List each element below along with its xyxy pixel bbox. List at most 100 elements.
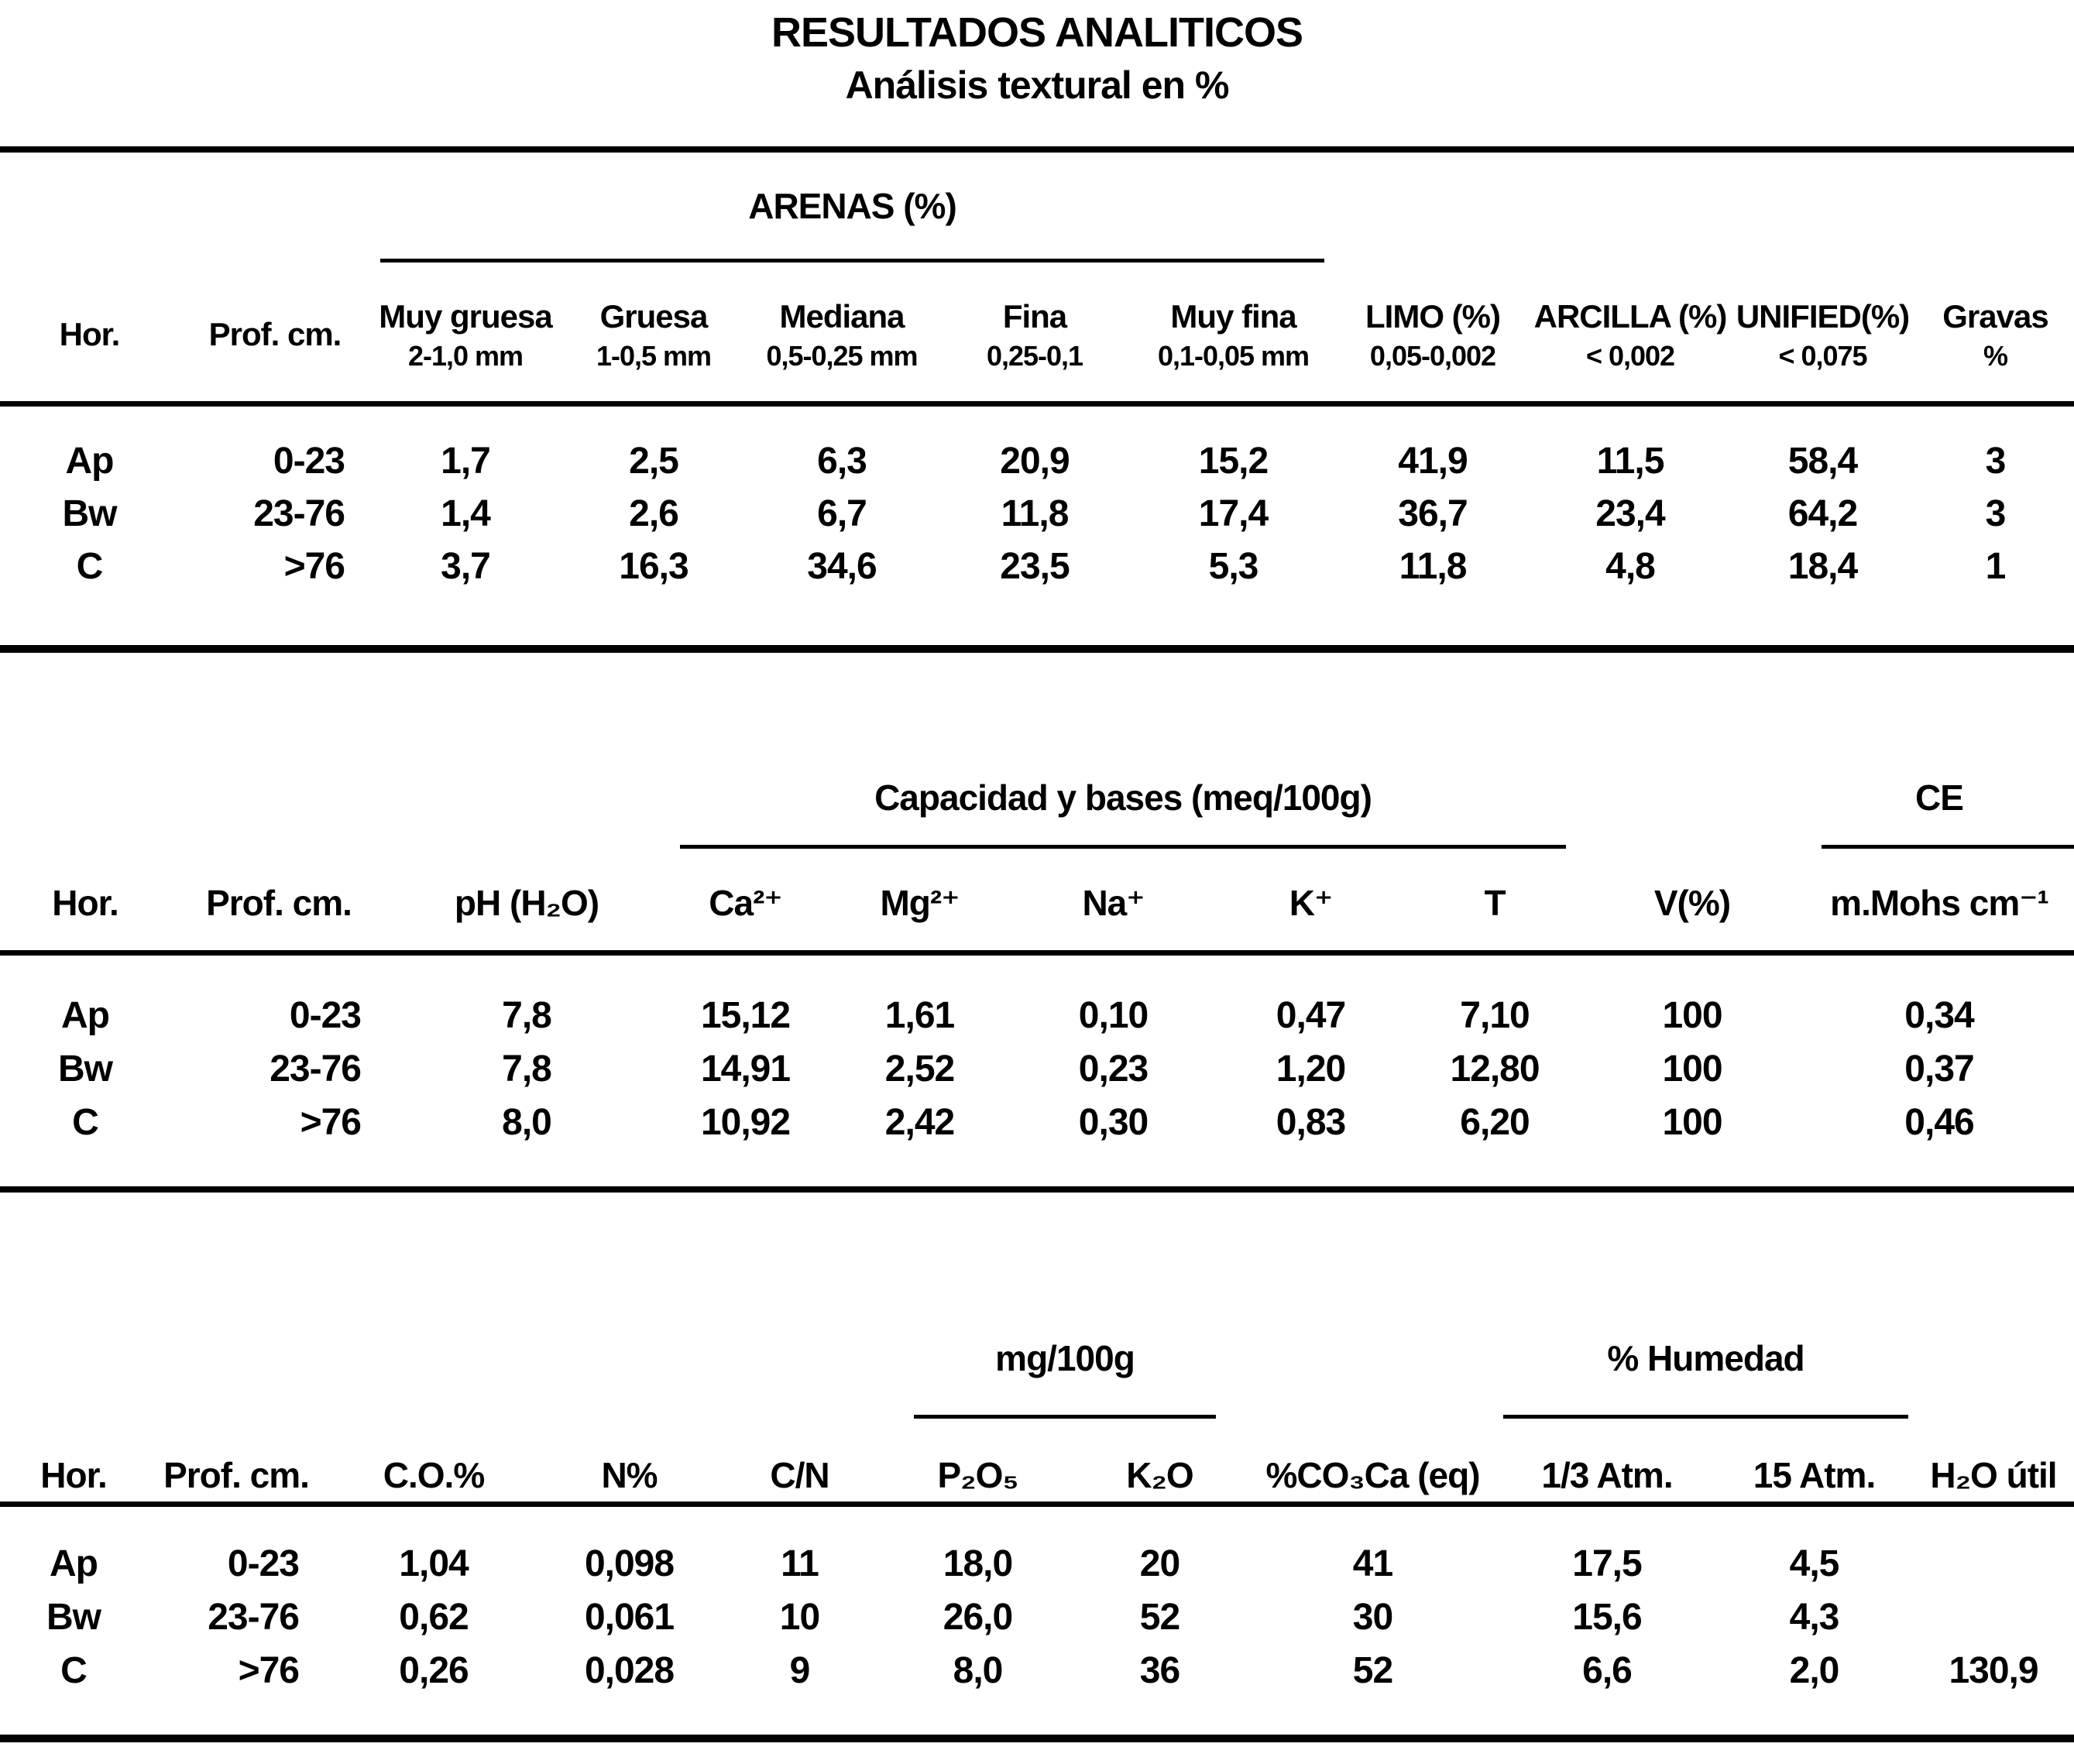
table-cell: 52 [1139,1597,1180,1638]
column-header: C.O.% [383,1455,485,1495]
table-cell: Bw [58,1048,113,1090]
column-header: Hor. [40,1455,107,1495]
table-cell: 0,30 [1078,1102,1149,1143]
table-cell: 0,23 [1078,1048,1149,1090]
column-header: LIMO (%) 0,05-0,002 [1334,295,1532,374]
table-cell: 20 [1139,1543,1180,1584]
table-cell: 3 [1985,441,2007,482]
table-cell: 0,34 [1904,995,1974,1036]
column-header-label: Fina [1002,298,1067,335]
table-cell: Ap [61,995,110,1036]
table-cell: 130,9 [1949,1650,2038,1691]
column-header: K₂O [1126,1455,1193,1495]
column-header-sublabel: 2-1,0 mm [407,340,524,372]
table-row: Bw 23-76 1,4 2,6 6,7 11,8 17,4 36,7 23,4… [0,488,2074,541]
capacidad-group-label: Capacidad y bases (meq/100g) [874,777,1372,818]
column-header: 15 Atm. [1753,1455,1876,1495]
table-cell: 0,26 [399,1650,469,1691]
table-cell: 1,61 [884,995,955,1036]
column-header-sublabel: 0,5-0,25 mm [766,340,918,372]
horizontal-rule [0,1501,2074,1507]
table-cell: 7,10 [1460,995,1530,1036]
bases-table-group-header: Capacidad y bases (meq/100g) CE [0,774,2074,849]
table-cell: 20,9 [1000,441,1070,482]
arenas-group-underline [380,259,1324,263]
horizontal-rule [0,950,2074,956]
table-cell: C [60,1650,88,1691]
table-cell: 6,3 [817,441,867,482]
table-cell: C [76,546,104,587]
horizontal-rule [0,1735,2074,1742]
texture-table-body: Ap 0-23 1,7 2,5 6,3 20,9 15,2 41,9 11,5 … [0,435,2074,593]
column-header: UNIFIED(%) < 0,075 [1729,295,1917,374]
chemistry-table-group-header: mg/100g % Humedad [0,1335,2074,1419]
column-header: C/N [770,1455,829,1495]
table-cell: 0,83 [1276,1102,1346,1143]
table-cell: Bw [62,493,118,534]
column-header: %CO₃Ca (eq) [1265,1455,1480,1495]
table-cell: 2,0 [1789,1650,1840,1691]
table-row: Bw 23-76 0,62 0,061 10 26,0 52 30 15,6 4… [0,1591,2074,1644]
ce-group-label: CE [1915,777,1964,818]
column-header: Mg²⁺ [880,883,960,923]
table-cell: 11,8 [1399,546,1468,587]
table-row: Bw 23-76 7,8 14,91 2,52 0,23 1,20 12,80 … [0,1042,2074,1096]
column-header: 1/3 Atm. [1541,1455,1673,1495]
column-header: Muy fina 0,1-0,05 mm [1133,295,1334,374]
table-cell: 3,7 [441,546,491,587]
column-header-label: Muy gruesa [379,298,552,335]
table-cell: 11,8 [1001,493,1070,534]
table-cell: 14,91 [700,1048,791,1090]
table-cell: 58,4 [1787,441,1858,482]
mg100g-group: mg/100g [883,1335,1247,1419]
column-header: Prof. cm. [163,1455,310,1495]
column-header: pH (H₂O) [454,883,599,923]
column-header-label: Hor. [59,316,121,352]
humedad-group: % Humedad [1499,1335,1913,1419]
table-cell: 36 [1139,1650,1180,1691]
table-cell: 4,8 [1605,546,1656,587]
chemistry-table-header-row: Hor. Prof. cm. C.O.% N% C/N P₂O₅ K₂O %CO… [0,1452,2074,1498]
table-cell: 2,6 [629,493,679,534]
horizontal-rule [0,1186,2074,1193]
column-header-sublabel: < 0,002 [1585,340,1675,372]
table-cell: 0,62 [399,1597,469,1638]
table-cell: 2,42 [884,1102,955,1143]
column-header: Prof. cm. [206,883,352,923]
chemistry-table-body: Ap 0-23 1,04 0,098 11 18,0 20 41 17,5 4,… [0,1537,2074,1697]
table-cell: C [72,1102,99,1143]
table-cell: 52 [1352,1650,1393,1691]
table-cell: 0,028 [584,1650,675,1691]
texture-table-header-row: Hor. Prof. cm. Muy gruesa 2-1,0 mm Gruesa… [0,295,2074,374]
column-header: Muy gruesa 2-1,0 mm [371,295,560,374]
table-cell: 100 [1662,995,1722,1036]
column-header: Fina 0,25-0,1 [936,295,1133,374]
table-cell: 0,098 [584,1543,675,1584]
column-header-sublabel: < 0,075 [1778,340,1867,372]
table-cell: Bw [46,1597,101,1638]
table-cell: 4,5 [1789,1543,1840,1584]
capacidad-group: Capacidad y bases (meq/100g) [666,774,1580,849]
table-cell: 7,8 [502,995,552,1036]
table-cell: 36,7 [1398,493,1468,534]
ce-group: CE [1804,774,2074,849]
table-cell: 10 [779,1597,820,1638]
table-cell: >76 [300,1102,362,1143]
table-cell: 100 [1662,1102,1722,1143]
humedad-group-label: % Humedad [1607,1338,1804,1378]
table-cell: 23,5 [1000,546,1070,587]
column-header: T [1484,883,1506,923]
column-header-sublabel: 0,05-0,002 [1369,340,1496,372]
table-cell: 11 [781,1543,819,1584]
table-cell: 12,80 [1450,1048,1540,1090]
column-header: m.Mohs cm⁻¹ [1830,883,2049,923]
table-cell: 4,3 [1789,1597,1840,1638]
table-row: Ap 0-23 1,7 2,5 6,3 20,9 15,2 41,9 11,5 … [0,435,2074,488]
table-cell: 0,37 [1904,1048,1974,1090]
column-header-sublabel: 1-0,5 mm [596,340,712,372]
table-cell: 6,20 [1460,1102,1530,1143]
table-cell: 23-76 [253,493,345,534]
table-cell: 15,6 [1572,1597,1642,1638]
column-header-label: LIMO (%) [1365,298,1501,335]
table-cell: 7,8 [502,1048,552,1090]
